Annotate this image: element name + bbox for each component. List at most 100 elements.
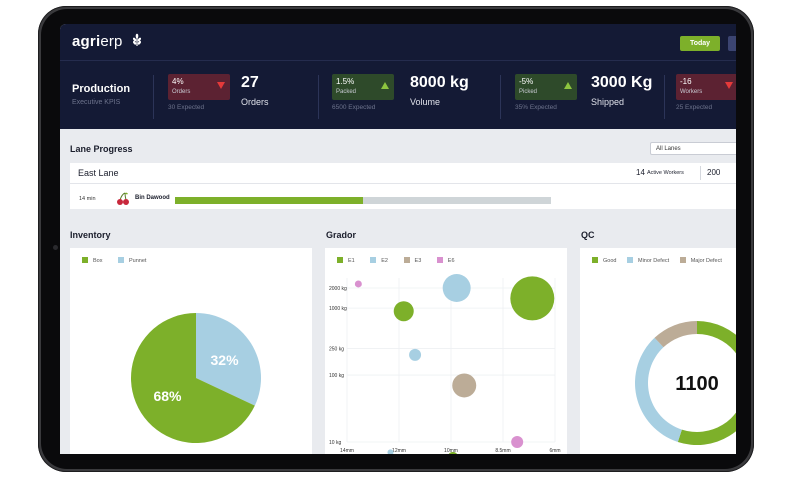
kpi-badge-workers[interactable]: -16 Workers bbox=[676, 74, 736, 100]
qc-card: Good Minor Defect Major Defect 1100 bbox=[580, 248, 736, 454]
badge-value: 4% bbox=[172, 77, 184, 86]
x-tick-label: 12mm bbox=[392, 448, 406, 454]
inventory-card: Box Punnet 32% 68% bbox=[70, 248, 312, 454]
legend-item[interactable]: E6 bbox=[436, 257, 455, 264]
badge-label: Orders bbox=[172, 89, 191, 95]
donut-segment-major-defect[interactable] bbox=[654, 321, 697, 348]
pie-label-punnet: 32% bbox=[211, 352, 240, 368]
lane-card: East Lane 14 Active Workers 200 14 min B… bbox=[70, 163, 736, 209]
kpi-divider bbox=[318, 75, 319, 119]
grador-card: E1 E2 E3 E6 14mm 12mm 10mm 8.5mm 6mm 2000 kg 1… bbox=[325, 248, 567, 454]
legend-label: Major Defect bbox=[690, 258, 722, 264]
badge-label: Packed bbox=[336, 89, 357, 95]
legend-item[interactable]: E1 bbox=[337, 257, 355, 264]
bubble-e1[interactable] bbox=[393, 301, 414, 322]
grador-title: Grador bbox=[326, 230, 357, 240]
legend-item[interactable]: Good bbox=[592, 257, 616, 264]
bubble-e1[interactable] bbox=[448, 451, 458, 454]
worker-row[interactable]: 14 min Bin Dawood bbox=[70, 187, 736, 207]
legend-item[interactable]: Box bbox=[82, 257, 102, 264]
legend-swatch bbox=[370, 257, 377, 263]
lane-header: East Lane 14 Active Workers 200 bbox=[70, 163, 736, 184]
kpi-value: 3000 Kg bbox=[591, 74, 653, 91]
y-tick-label: 1000 kg bbox=[329, 306, 347, 312]
trend-down-icon bbox=[725, 82, 733, 89]
kpi-expected: 6500 Expected bbox=[332, 104, 376, 111]
qc-legend: Good Minor Defect Major Defect bbox=[592, 257, 722, 264]
kpi-divider bbox=[153, 75, 154, 119]
legend-swatch bbox=[337, 257, 343, 263]
badge-value: -5% bbox=[519, 77, 534, 86]
y-tick-label: 100 kg bbox=[329, 373, 344, 379]
badge-label: Picked bbox=[519, 89, 538, 95]
kpi-label: Orders bbox=[241, 97, 269, 107]
active-workers-label: Active Workers bbox=[647, 170, 684, 176]
kpi-band: Production Executive KPIS 4% Orders 30 E… bbox=[60, 60, 736, 129]
legend-swatch bbox=[82, 257, 88, 263]
legend-swatch bbox=[436, 257, 443, 263]
logo-text-light: erp bbox=[100, 33, 123, 50]
legend-label: E1 bbox=[348, 258, 355, 264]
inventory-legend: Box Punnet bbox=[82, 257, 160, 264]
active-workers-count: 14 bbox=[636, 168, 645, 177]
legend-label: Minor Defect bbox=[638, 258, 670, 264]
legend-swatch bbox=[118, 257, 125, 263]
worker-progress-fill bbox=[175, 197, 363, 204]
lane-divider bbox=[700, 166, 701, 180]
legend-label: Box bbox=[93, 258, 103, 264]
legend-item[interactable]: E2 bbox=[370, 257, 388, 264]
today-button[interactable]: Today bbox=[680, 36, 720, 51]
worker-time: 14 min bbox=[79, 196, 96, 202]
x-tick-label: 6mm bbox=[549, 448, 560, 454]
qc-donut-chart: 1100 bbox=[635, 321, 736, 445]
cherry-icon bbox=[116, 192, 130, 211]
legend-swatch bbox=[627, 257, 633, 263]
secondary-header-button[interactable] bbox=[728, 36, 736, 51]
pie-label-box: 68% bbox=[153, 388, 182, 404]
bubble-e6[interactable] bbox=[354, 280, 362, 288]
lane-filter-select[interactable]: All Lanes bbox=[650, 142, 736, 155]
bubble-e2[interactable] bbox=[387, 449, 394, 454]
legend-item[interactable]: Punnet bbox=[118, 257, 146, 264]
donut-segment-good[interactable] bbox=[677, 321, 736, 445]
trend-down-icon bbox=[217, 82, 225, 89]
kpi-expected: 35% Expected bbox=[515, 104, 557, 111]
pie-slice-punnet[interactable] bbox=[196, 313, 261, 406]
kpi-badge-picked[interactable]: -5% Picked bbox=[515, 74, 577, 100]
kpi-label: Volume bbox=[410, 97, 441, 107]
kpi-panel-title: Production bbox=[72, 83, 131, 95]
bubble-e2[interactable] bbox=[409, 348, 422, 361]
legend-label: E3 bbox=[414, 258, 422, 264]
wheat-icon bbox=[130, 33, 144, 51]
donut-center-value: 1100 bbox=[675, 373, 718, 395]
bubble-e2[interactable] bbox=[442, 274, 471, 302]
bubble-e6[interactable] bbox=[511, 436, 524, 448]
trend-up-icon bbox=[381, 82, 389, 89]
badge-value: -16 bbox=[680, 77, 692, 86]
x-tick-label: 10mm bbox=[444, 448, 458, 454]
kpi-expected: 30 Expected bbox=[168, 104, 205, 111]
bubble-e1[interactable] bbox=[510, 276, 555, 321]
y-tick-label: 250 kg bbox=[329, 346, 344, 352]
grador-legend: E1 E2 E3 E6 bbox=[337, 257, 469, 264]
inventory-pie-chart: 32% 68% bbox=[130, 313, 261, 443]
x-tick-label: 8.5mm bbox=[495, 448, 510, 454]
legend-item[interactable]: Minor Defect bbox=[627, 257, 669, 264]
bubble-e3[interactable] bbox=[452, 373, 477, 398]
kpi-value: 8000 kg bbox=[410, 74, 469, 91]
qc-title: QC bbox=[581, 230, 595, 240]
legend-label: E2 bbox=[381, 258, 388, 264]
kpi-label: Shipped bbox=[591, 97, 625, 107]
inventory-title: Inventory bbox=[70, 230, 111, 240]
legend-item[interactable]: Major Defect bbox=[679, 257, 722, 264]
legend-swatch bbox=[403, 257, 410, 263]
donut-segment-minor-defect[interactable] bbox=[635, 337, 682, 442]
kpi-badge-packed[interactable]: 1.5% Packed bbox=[332, 74, 394, 100]
app-logo[interactable]: agrierp bbox=[72, 33, 144, 51]
legend-item[interactable]: E3 bbox=[403, 257, 422, 264]
pie-slice-box[interactable] bbox=[130, 313, 255, 443]
kpi-badge-orders[interactable]: 4% Orders bbox=[168, 74, 230, 100]
y-tick-label: 2000 kg bbox=[329, 286, 347, 292]
kpi-divider bbox=[664, 75, 665, 119]
x-tick-label: 14mm bbox=[340, 448, 354, 454]
